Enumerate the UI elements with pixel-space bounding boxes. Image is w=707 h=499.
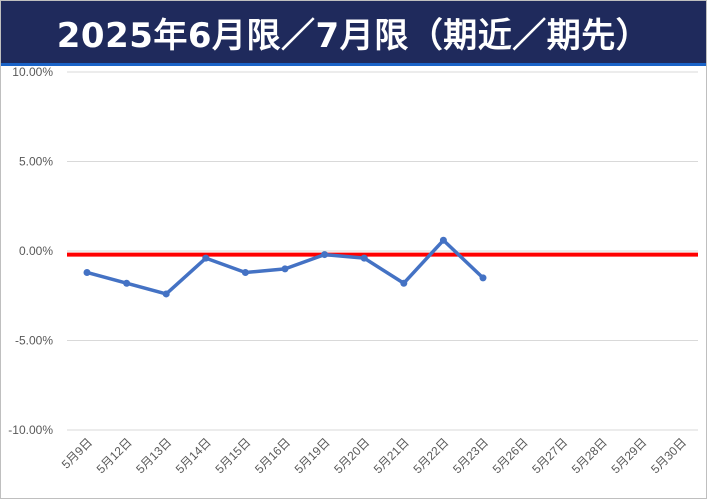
x-tick-label: 5月13日 bbox=[133, 435, 174, 476]
x-tick-label: 5月19日 bbox=[292, 435, 333, 476]
x-tick-label: 5月9日 bbox=[59, 435, 95, 471]
data-point bbox=[321, 251, 329, 259]
y-tick-label: 10.00% bbox=[12, 65, 53, 79]
x-tick-label: 5月30日 bbox=[648, 435, 689, 476]
x-tick-label: 5月16日 bbox=[252, 435, 293, 476]
y-tick-label: -5.00% bbox=[15, 334, 53, 348]
data-point bbox=[360, 254, 368, 262]
data-point bbox=[123, 279, 131, 287]
x-tick-label: 5月21日 bbox=[371, 435, 412, 476]
title-bar: 2025年6月限／7月限（期近／期先） bbox=[1, 1, 706, 66]
data-point bbox=[479, 274, 487, 282]
data-point bbox=[281, 265, 289, 273]
data-point bbox=[241, 268, 249, 276]
x-tick-label: 5月14日 bbox=[173, 435, 214, 476]
x-tick-label: 5月26日 bbox=[490, 435, 531, 476]
data-point bbox=[439, 236, 447, 244]
x-tick-label: 5月23日 bbox=[450, 435, 491, 476]
x-tick-label: 5月15日 bbox=[212, 435, 253, 476]
x-tick-label: 5月28日 bbox=[569, 435, 610, 476]
y-tick-label: 5.00% bbox=[19, 155, 53, 169]
x-tick-label: 5月12日 bbox=[94, 435, 135, 476]
data-point bbox=[400, 279, 408, 287]
data-point bbox=[202, 254, 210, 262]
data-point bbox=[162, 290, 170, 298]
data-point bbox=[83, 268, 91, 276]
x-tick-label: 5月29日 bbox=[608, 435, 649, 476]
x-tick-label: 5月22日 bbox=[410, 435, 451, 476]
y-tick-label: -10.00% bbox=[8, 423, 53, 437]
x-tick-label: 5月20日 bbox=[331, 435, 372, 476]
x-tick-label: 5月27日 bbox=[529, 435, 570, 476]
chart-title: 2025年6月限／7月限（期近／期先） bbox=[56, 15, 651, 56]
y-tick-label: 0.00% bbox=[19, 244, 53, 258]
